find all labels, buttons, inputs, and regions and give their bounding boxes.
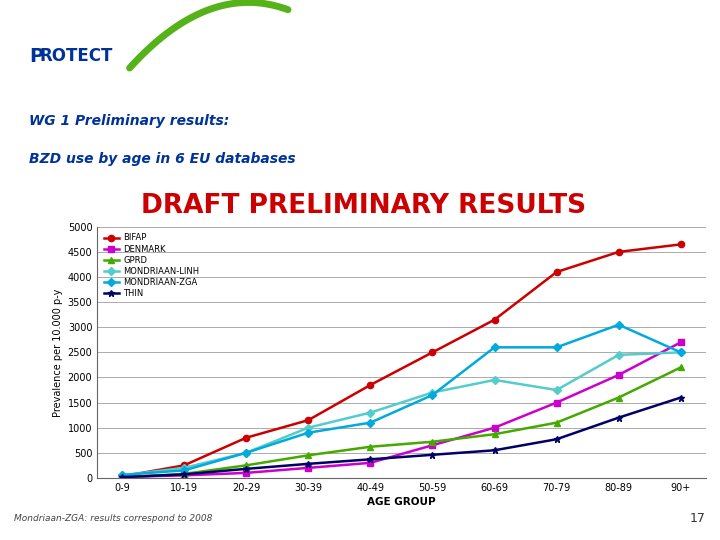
THIN	[552, 436, 561, 442]
MONDRIAAN-ZGA	[677, 349, 685, 355]
Line: THIN: THIN	[119, 394, 684, 480]
BIFAP	[180, 462, 189, 469]
GPRD	[552, 420, 561, 426]
BIFAP	[366, 382, 374, 388]
MONDRIAAN-LINH	[366, 409, 374, 416]
THIN	[428, 451, 437, 458]
MONDRIAAN-ZGA	[366, 420, 374, 426]
BIFAP	[428, 349, 437, 355]
GPRD	[677, 364, 685, 370]
MONDRIAAN-ZGA	[304, 429, 312, 436]
DENMARK	[552, 399, 561, 406]
THIN	[677, 394, 685, 401]
Text: Mondriaan-ZGA: results correspond to 2008: Mondriaan-ZGA: results correspond to 200…	[14, 514, 213, 523]
BIFAP	[490, 316, 499, 323]
MONDRIAAN-ZGA	[242, 449, 251, 456]
MONDRIAAN-LINH	[242, 449, 251, 456]
MONDRIAAN-LINH	[117, 472, 126, 478]
THIN	[117, 474, 126, 481]
GPRD	[117, 474, 126, 481]
DENMARK	[304, 464, 312, 471]
Text: ROTECT: ROTECT	[40, 48, 113, 65]
MONDRIAAN-ZGA	[180, 467, 189, 474]
DENMARK	[428, 442, 437, 449]
THIN	[614, 414, 623, 421]
BIFAP	[677, 241, 685, 248]
THIN	[304, 461, 312, 467]
DENMARK	[614, 372, 623, 378]
MONDRIAAN-LINH	[677, 349, 685, 355]
MONDRIAAN-ZGA	[490, 344, 499, 350]
Line: BIFAP: BIFAP	[119, 241, 684, 480]
BIFAP	[117, 473, 126, 480]
Line: MONDRIAAN-LINH: MONDRIAAN-LINH	[119, 349, 684, 478]
BIFAP	[242, 435, 251, 441]
DENMARK	[677, 339, 685, 346]
GPRD	[304, 452, 312, 458]
GPRD	[242, 462, 251, 469]
Legend: BIFAP, DENMARK, GPRD, MONDRIAAN-LINH, MONDRIAAN-ZGA, THIN: BIFAP, DENMARK, GPRD, MONDRIAAN-LINH, MO…	[102, 231, 202, 300]
GPRD	[180, 471, 189, 477]
DENMARK	[117, 474, 126, 480]
BIFAP	[304, 417, 312, 423]
MONDRIAAN-ZGA	[117, 471, 126, 478]
THIN	[242, 465, 251, 472]
GPRD	[428, 438, 437, 445]
Text: BZD use by age in 6 EU databases: BZD use by age in 6 EU databases	[29, 152, 295, 166]
THIN	[180, 471, 189, 477]
GPRD	[614, 394, 623, 401]
Line: GPRD: GPRD	[119, 364, 684, 481]
DENMARK	[490, 424, 499, 431]
DENMARK	[366, 460, 374, 466]
X-axis label: AGE GROUP: AGE GROUP	[367, 497, 436, 507]
Text: P: P	[29, 47, 43, 66]
BIFAP	[552, 269, 561, 275]
MONDRIAAN-LINH	[428, 389, 437, 396]
GPRD	[366, 443, 374, 450]
THIN	[366, 456, 374, 463]
MONDRIAAN-ZGA	[614, 321, 623, 328]
DENMARK	[242, 470, 251, 476]
BIFAP	[614, 248, 623, 255]
Text: DRAFT PRELIMINARY RESULTS: DRAFT PRELIMINARY RESULTS	[141, 193, 586, 219]
Text: 17: 17	[690, 512, 706, 525]
MONDRIAAN-LINH	[304, 424, 312, 431]
MONDRIAAN-ZGA	[552, 344, 561, 350]
MONDRIAAN-LINH	[180, 464, 189, 471]
MONDRIAAN-LINH	[490, 377, 499, 383]
Text: WG 1 Preliminary results:: WG 1 Preliminary results:	[29, 114, 229, 129]
MONDRIAAN-LINH	[552, 387, 561, 393]
Y-axis label: Prevalence per 10.000 p-y: Prevalence per 10.000 p-y	[53, 288, 63, 416]
DENMARK	[180, 472, 189, 478]
Line: MONDRIAAN-ZGA: MONDRIAAN-ZGA	[119, 322, 684, 478]
Line: DENMARK: DENMARK	[119, 339, 684, 480]
GPRD	[490, 431, 499, 437]
THIN	[490, 447, 499, 454]
MONDRIAAN-ZGA	[428, 392, 437, 399]
MONDRIAAN-LINH	[614, 352, 623, 358]
